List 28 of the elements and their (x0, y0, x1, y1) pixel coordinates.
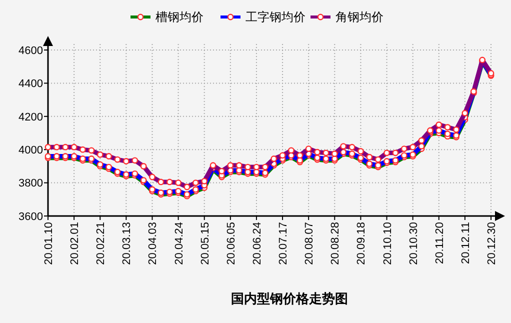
x-tick-label: 20.10.30 (408, 222, 420, 265)
y-tick-label: 4200 (18, 111, 43, 124)
legend-label: 工字钢均价 (246, 10, 306, 24)
y-tick-label: 4000 (18, 144, 43, 156)
x-tick-label: 20.08.28 (330, 222, 342, 265)
x-tick-label: 20.08.07 (304, 222, 316, 265)
x-tick-label: 20.06.05 (225, 222, 238, 265)
x-tick-label: 20.06.24 (251, 222, 264, 265)
x-tick-label: 20.12.30 (486, 222, 498, 265)
text: 国内型钢价格走势图 (231, 291, 348, 306)
x-tick-label: 20.12.11 (460, 222, 472, 264)
legend-label: 角钢均价 (336, 10, 384, 24)
x-tick-label: 20.02.21 (95, 222, 108, 265)
x-tick-label: 20.07.17 (278, 222, 290, 265)
y-tick-label: 4400 (18, 78, 43, 90)
x-tick-label: 20.10.10 (382, 222, 394, 265)
x-tick-label: 20.02.01 (69, 222, 82, 265)
y-tick-label: 4600 (18, 44, 43, 57)
x-tick-label: 20.03.13 (121, 222, 134, 265)
x-tick-label: 20.11.20 (434, 222, 446, 264)
y-tick-label: 3800 (18, 178, 43, 190)
x-tick-label: 20.04.24 (173, 222, 186, 265)
x-tick-label: 20.01.10 (43, 222, 55, 265)
x-tick-label: 20.09.18 (356, 222, 368, 265)
legend-label: 槽钢均价 (156, 10, 204, 24)
x-tick-label: 20.04.03 (147, 222, 160, 265)
x-tick-label: 20.05.15 (199, 222, 212, 265)
y-tick-label: 3600 (18, 210, 43, 223)
